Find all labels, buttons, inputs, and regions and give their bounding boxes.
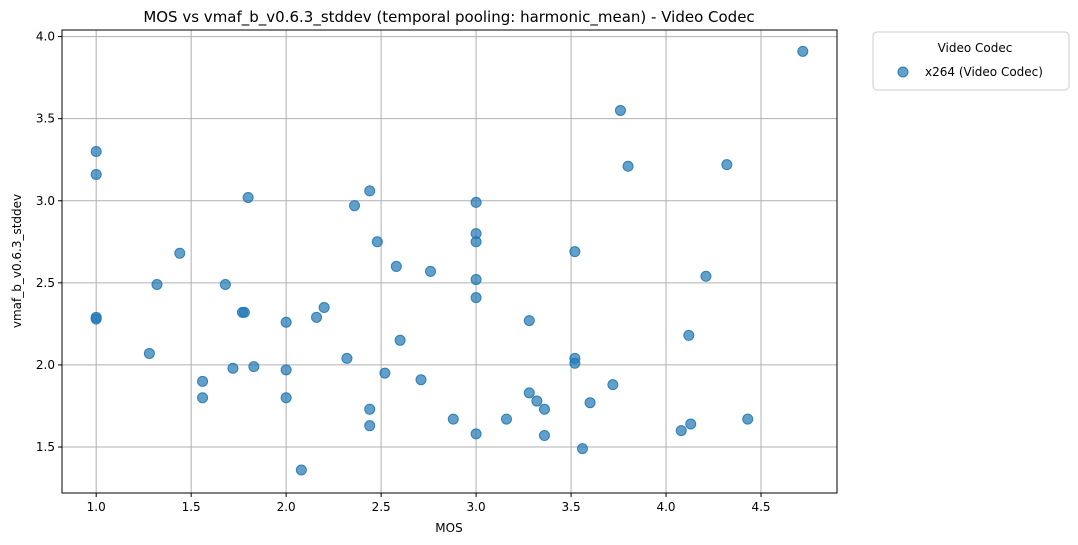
data-point bbox=[227, 362, 239, 374]
data-point bbox=[470, 236, 482, 248]
data-point bbox=[470, 196, 482, 208]
y-tick-label: 2.5 bbox=[36, 276, 55, 290]
data-point bbox=[675, 425, 687, 437]
data-point bbox=[531, 395, 543, 407]
grid-lines bbox=[62, 30, 837, 493]
data-point bbox=[174, 247, 186, 259]
data-point bbox=[685, 418, 697, 430]
data-point bbox=[349, 200, 361, 212]
data-point bbox=[364, 420, 376, 432]
legend-title: Video Codec bbox=[938, 41, 1013, 55]
y-tick-label: 1.5 bbox=[36, 440, 55, 454]
data-point bbox=[318, 301, 330, 313]
data-point bbox=[248, 361, 260, 373]
data-point bbox=[197, 392, 209, 404]
data-point bbox=[415, 374, 427, 386]
legend-marker bbox=[897, 66, 909, 78]
x-tick-label: 4.5 bbox=[751, 500, 770, 514]
data-point bbox=[90, 145, 102, 157]
data-point bbox=[341, 352, 353, 364]
data-point bbox=[721, 159, 733, 171]
data-point bbox=[569, 357, 581, 369]
data-point bbox=[238, 306, 250, 318]
y-axis-ticks: 1.5 2.0 2.5 3.0 3.5 4.0 bbox=[36, 30, 62, 454]
data-point bbox=[219, 278, 231, 290]
data-point bbox=[394, 334, 406, 346]
data-point bbox=[425, 265, 437, 277]
data-point bbox=[311, 311, 323, 323]
x-tick-label: 1.0 bbox=[87, 500, 106, 514]
data-point bbox=[151, 278, 163, 290]
data-point bbox=[538, 403, 550, 415]
data-point bbox=[700, 270, 712, 282]
data-points bbox=[90, 45, 809, 476]
data-point bbox=[371, 236, 383, 248]
data-point bbox=[683, 329, 695, 341]
data-point bbox=[364, 403, 376, 415]
data-point bbox=[197, 375, 209, 387]
y-tick-label: 3.5 bbox=[36, 112, 55, 126]
x-tick-label: 2.0 bbox=[277, 500, 296, 514]
data-point bbox=[364, 185, 376, 197]
data-point bbox=[569, 246, 581, 258]
data-point bbox=[523, 315, 535, 327]
x-axis-label: MOS bbox=[435, 521, 462, 535]
data-point bbox=[576, 443, 588, 455]
data-point bbox=[280, 392, 292, 404]
legend-label-x264: x264 (Video Codec) bbox=[925, 65, 1043, 79]
data-point bbox=[470, 274, 482, 286]
x-tick-label: 3.5 bbox=[562, 500, 581, 514]
plot-area bbox=[61, 29, 838, 494]
data-point bbox=[742, 413, 754, 425]
data-point bbox=[280, 316, 292, 328]
data-point bbox=[470, 428, 482, 440]
data-point bbox=[607, 379, 619, 391]
x-tick-label: 4.0 bbox=[656, 500, 675, 514]
data-point bbox=[500, 413, 512, 425]
y-tick-label: 4.0 bbox=[36, 30, 55, 44]
data-point bbox=[584, 397, 596, 409]
legend-box bbox=[872, 31, 1070, 91]
data-point bbox=[797, 45, 809, 57]
x-tick-label: 3.0 bbox=[467, 500, 486, 514]
data-point bbox=[90, 313, 102, 325]
data-point bbox=[614, 104, 626, 116]
data-point bbox=[90, 168, 102, 180]
data-point bbox=[242, 191, 254, 203]
data-point bbox=[470, 292, 482, 304]
y-axis-label: vmaf_b_v0.6.3_stddev bbox=[10, 194, 24, 328]
data-point bbox=[390, 260, 402, 272]
data-point bbox=[280, 364, 292, 376]
y-tick-label: 3.0 bbox=[36, 194, 55, 208]
data-point bbox=[379, 367, 391, 379]
data-point bbox=[538, 430, 550, 442]
legend: Video Codec x264 (Video Codec) bbox=[872, 31, 1070, 91]
x-axis-ticks: 1.0 1.5 2.0 2.5 3.0 3.5 4.0 4.5 bbox=[87, 493, 771, 514]
y-tick-label: 2.0 bbox=[36, 358, 55, 372]
x-tick-label: 2.5 bbox=[372, 500, 391, 514]
chart-title: MOS vs vmaf_b_v0.6.3_stddev (temporal po… bbox=[143, 8, 754, 27]
data-point bbox=[622, 160, 634, 172]
data-point bbox=[143, 347, 155, 359]
data-point bbox=[447, 413, 459, 425]
data-point bbox=[523, 387, 535, 399]
data-point bbox=[295, 464, 307, 476]
x-tick-label: 1.5 bbox=[182, 500, 201, 514]
